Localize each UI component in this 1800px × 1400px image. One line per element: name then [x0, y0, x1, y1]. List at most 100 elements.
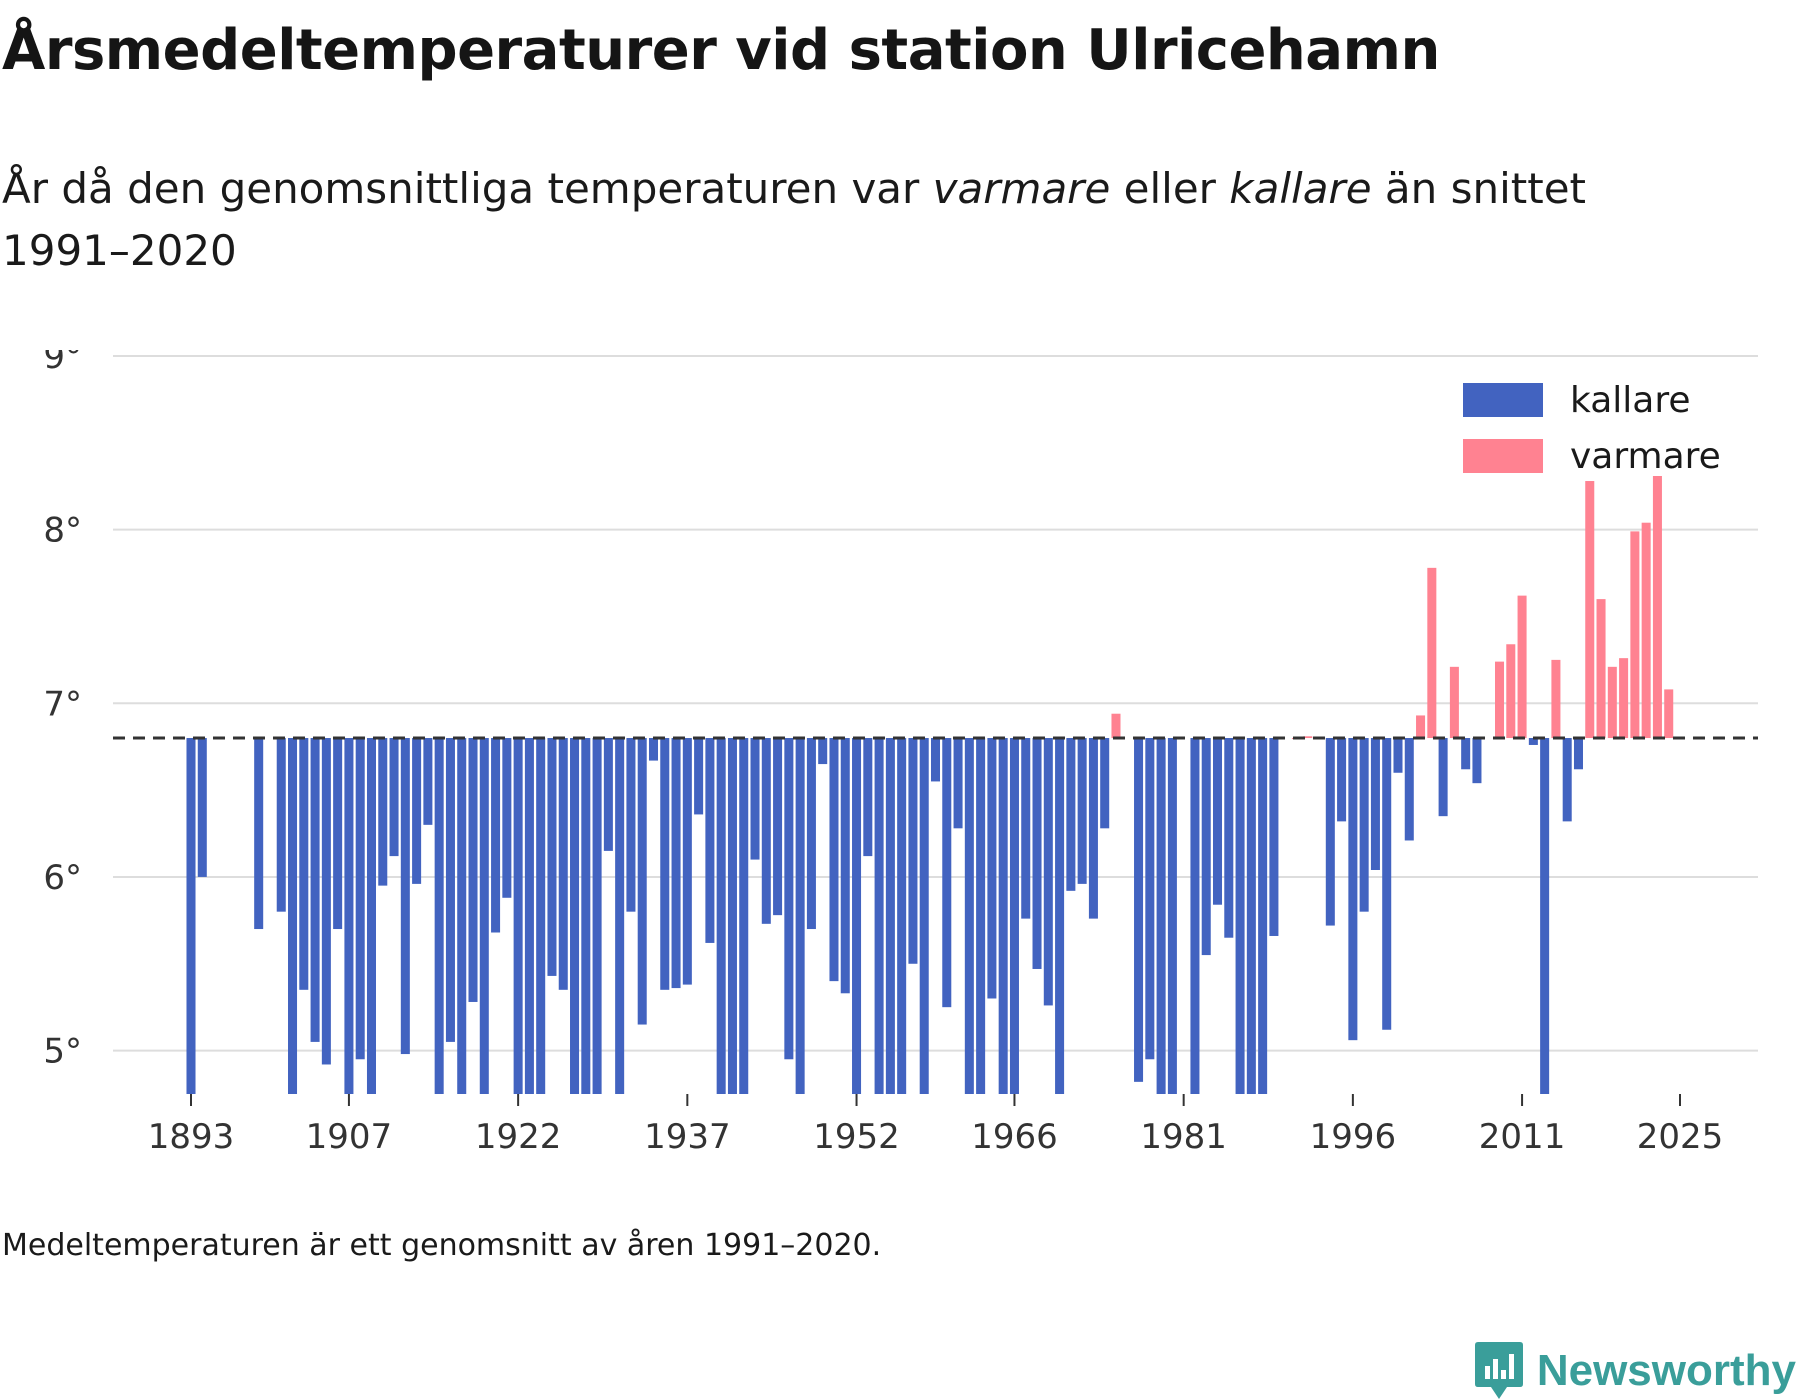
bar-1910: [378, 738, 388, 886]
legend-swatch-kallare: [1463, 383, 1543, 417]
bar-2011: [1517, 595, 1527, 739]
bar-1988: [1258, 738, 1268, 1094]
bar-1926: [558, 738, 568, 990]
bar-1928: [581, 738, 591, 1094]
bar-2005: [1449, 666, 1459, 739]
chart-subtitle: År då den genomsnittliga temperaturen va…: [2, 158, 1662, 282]
bar-1943: [750, 738, 760, 860]
bar-1997: [1359, 738, 1369, 912]
bar-1923: [524, 738, 534, 1094]
bar-1905: [321, 738, 331, 1065]
bar-1894: [197, 738, 207, 877]
bar-1915: [434, 738, 444, 1094]
bar-1952: [852, 738, 862, 1094]
bar-2010: [1506, 644, 1516, 739]
bar-2021: [1630, 531, 1640, 739]
bar-1984: [1212, 738, 1223, 905]
bar-1987: [1246, 738, 1256, 1094]
bar-1950: [829, 738, 839, 982]
bar-1963: [976, 738, 986, 1094]
x-tick-label: 1981: [1140, 1117, 1227, 1150]
bar-2017: [1585, 481, 1595, 739]
bar-1904: [310, 738, 320, 1042]
bar-1932: [626, 738, 636, 912]
bar-1973: [1088, 738, 1098, 919]
bar-1935: [660, 738, 670, 990]
bar-2006: [1461, 738, 1471, 770]
bar-2000: [1393, 738, 1403, 773]
bar-1927: [570, 738, 580, 1094]
bar-2012: [1528, 738, 1538, 745]
x-tick-label: 1966: [971, 1117, 1058, 1150]
bar-1954: [874, 738, 884, 1094]
bar-1983: [1201, 738, 1211, 956]
temperature-bar-chart: 5°6°7°8°9° 1893 1907 1922 1937 1952 1966 1981 1…: [43, 350, 1758, 1150]
bar-1934: [648, 738, 659, 761]
bar-2014: [1551, 659, 1561, 739]
bar-1961: [953, 738, 963, 829]
bar-1972: [1077, 738, 1087, 884]
bar-2003: [1427, 567, 1437, 739]
y-axis: 5° 6° 7° 8° 9°: [43, 350, 82, 1072]
bar-2020: [1619, 658, 1629, 739]
bar-1996: [1348, 738, 1358, 1041]
bar-1919: [479, 738, 489, 1094]
bar-1924: [536, 738, 546, 1094]
bar-1920: [491, 738, 501, 933]
bar-1982: [1190, 738, 1200, 1094]
bar-1941: [727, 738, 737, 1094]
bar-2001: [1404, 738, 1414, 841]
bar-1962: [964, 738, 974, 1094]
x-tick-label: 2011: [1479, 1117, 1566, 1150]
bar-2024: [1664, 689, 1674, 739]
newsworthy-logo-icon: [1474, 1342, 1523, 1399]
y-tick-label: 5°: [43, 1032, 82, 1072]
bar-1985: [1224, 738, 1234, 938]
bar-1975: [1111, 713, 1121, 739]
bar-1940: [716, 738, 726, 1094]
bar-1917: [457, 738, 467, 1094]
y-tick-label: 6°: [43, 858, 82, 898]
x-tick-label: 1996: [1310, 1117, 1397, 1150]
x-tick-label: 1893: [148, 1117, 235, 1150]
bar-1959: [930, 738, 941, 782]
brand: Newsworthy: [1474, 1342, 1796, 1400]
bar-1978: [1145, 738, 1155, 1060]
bar-1967: [1021, 738, 1031, 919]
legend-label-varmare: varmare: [1570, 436, 1721, 477]
bar-1937: [682, 738, 692, 985]
bar-1929: [592, 738, 602, 1094]
bar-1951: [840, 738, 850, 994]
bar-1906: [333, 738, 343, 930]
bar-1964: [987, 738, 997, 999]
bar-1979: [1156, 738, 1166, 1094]
bar-1971: [1066, 738, 1076, 891]
bar-1893: [186, 738, 196, 1094]
bar-1925: [547, 738, 557, 976]
bar-1986: [1235, 738, 1245, 1094]
bar-1942: [739, 738, 749, 1094]
bar-1918: [468, 738, 478, 1002]
x-tick-label: 1922: [475, 1117, 562, 1150]
bar-1939: [705, 738, 715, 943]
bar-1914: [423, 738, 433, 825]
bar-2013: [1540, 738, 1550, 1094]
brand-name: Newsworthy: [1536, 1346, 1796, 1395]
subtitle-cold-word: kallare: [1229, 164, 1372, 213]
bar-2018: [1596, 599, 1606, 739]
chart-title: Årsmedeltemperaturer vid station Ulriceh…: [2, 18, 1440, 83]
bar-1956: [897, 738, 907, 1094]
bar-1970: [1055, 738, 1065, 1094]
bar-1903: [299, 738, 309, 990]
bar-1902: [288, 738, 298, 1094]
x-tick-label: 1952: [813, 1117, 900, 1150]
x-tick-label: 1937: [644, 1117, 731, 1150]
bar-1974: [1100, 738, 1110, 829]
bar-1965: [998, 738, 1008, 1094]
bar-1980: [1167, 738, 1177, 1094]
bar-1931: [615, 738, 625, 1094]
bar-2016: [1573, 738, 1583, 770]
bar-1998: [1370, 738, 1380, 870]
bar-1899: [254, 738, 264, 930]
bar-1969: [1043, 738, 1053, 1006]
